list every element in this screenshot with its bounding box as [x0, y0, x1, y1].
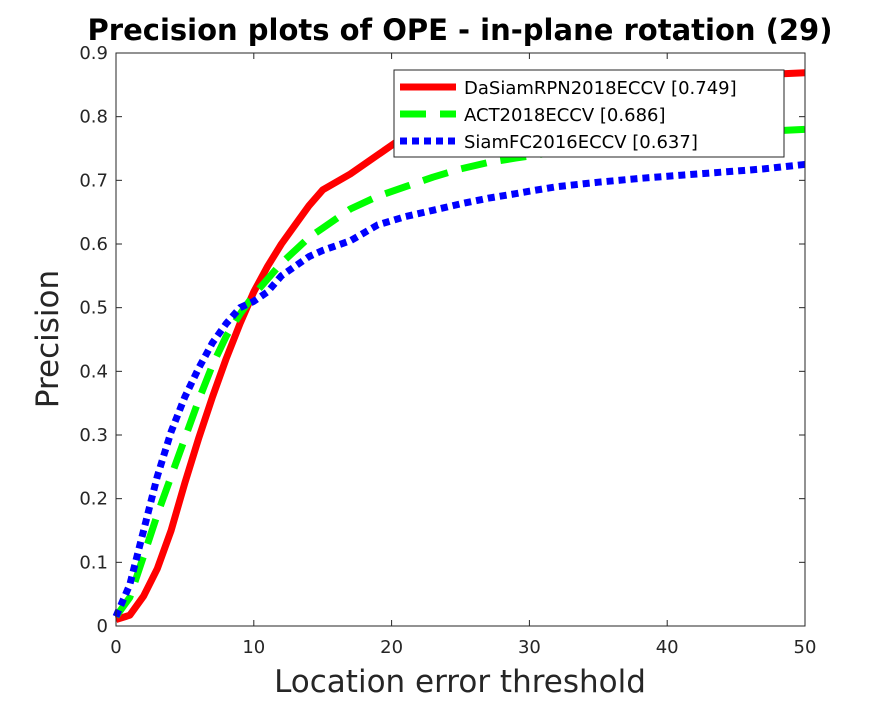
- legend-label-1: ACT2018ECCV [0.686]: [464, 105, 666, 126]
- legend-box: [393, 69, 785, 158]
- plot-frame: [115, 52, 806, 627]
- x-tick-label: 20: [380, 637, 403, 658]
- legend-label-0: DaSiamRPN2018ECCV [0.749]: [464, 78, 737, 99]
- y-tick-label: 0.1: [79, 552, 108, 573]
- y-tick-label: 0.4: [79, 361, 108, 382]
- x-axis-label: Location error threshold: [274, 664, 646, 700]
- x-tick-label: 50: [794, 637, 817, 658]
- x-tick-label: 10: [242, 637, 265, 658]
- series-line-2: [112, 160, 806, 618]
- y-axis-label: Precision: [30, 270, 66, 408]
- chart-title: Precision plots of OPE - in-plane rotati…: [88, 13, 833, 47]
- y-tick-label: 0.2: [79, 489, 108, 510]
- x-tick-label: 0: [110, 637, 121, 658]
- legend-label-2: SiamFC2016ECCV [0.637]: [464, 132, 698, 153]
- y-tick-label: 0.7: [79, 170, 108, 191]
- y-tick-label: 0.6: [79, 234, 108, 255]
- y-tick-label: 0.5: [79, 298, 108, 319]
- y-tick-label: 0.9: [79, 43, 108, 64]
- legend: DaSiamRPN2018ECCV [0.749] ACT2018ECCV [0.…: [393, 69, 785, 158]
- x-tick-label: 30: [518, 637, 541, 658]
- y-tick-label: 0.3: [79, 425, 108, 446]
- ticks-layer: 0 10 20 30 40 50 0 0.1 0.2 0.3 0.4 0.5 0.6 0.7 0.8 0.9: [79, 43, 816, 658]
- y-tick-label: 0.8: [79, 107, 108, 128]
- y-tick-label: 0: [97, 616, 108, 637]
- x-tick-label: 40: [656, 637, 679, 658]
